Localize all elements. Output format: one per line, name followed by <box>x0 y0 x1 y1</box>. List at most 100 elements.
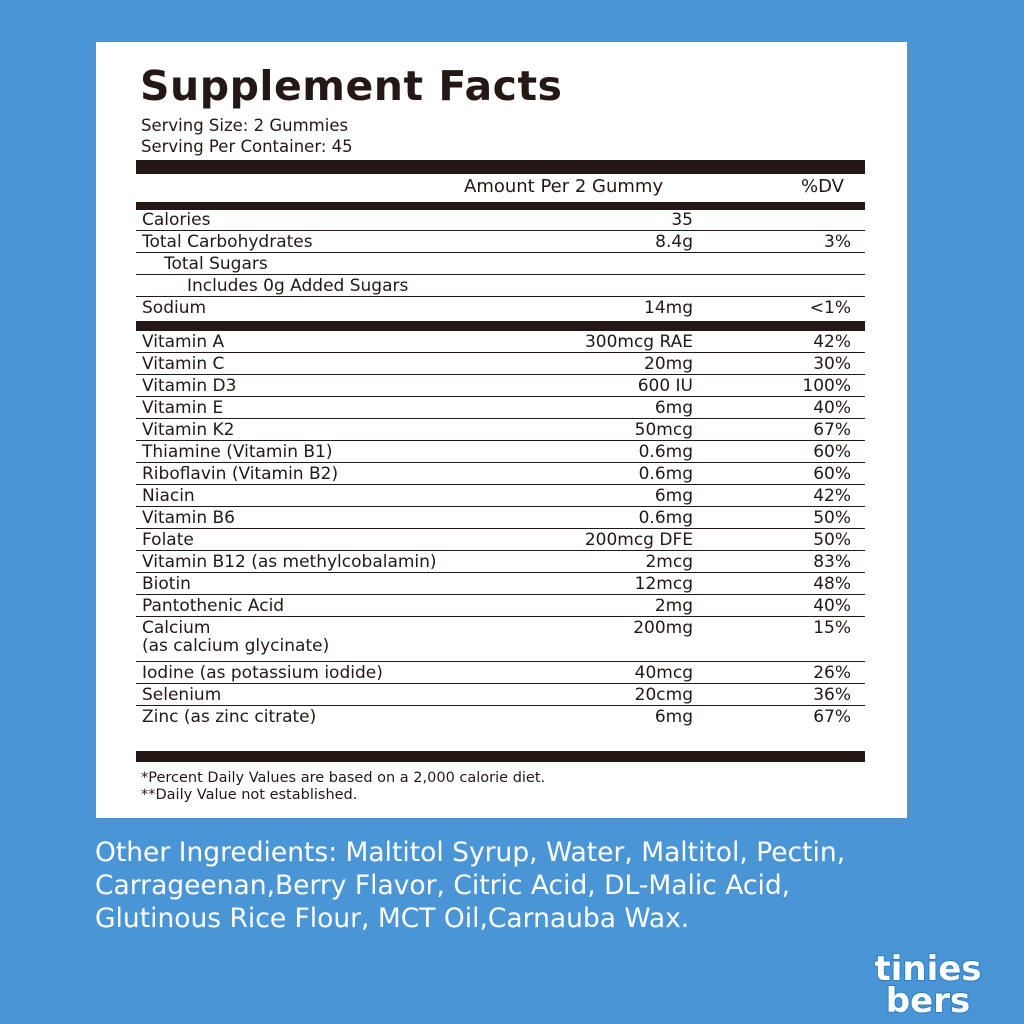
nutrient-row: Folate 200mcg DFE 50% <box>136 529 865 551</box>
nutrient-dv: 83% <box>813 552 851 572</box>
nutrient-name: Iodine (as potassium iodide) <box>142 664 383 682</box>
nutrient-name-text: Vitamin E <box>142 398 224 418</box>
nutrient-amount: 6mg <box>654 486 693 506</box>
logo-text-line1: tinies <box>874 949 981 989</box>
group-divider-bar <box>136 321 865 331</box>
ingredients-line: Other Ingredients: Maltitol Syrup, Water… <box>95 837 846 868</box>
nutrient-amount: 40mcg <box>634 663 693 683</box>
nutrient-dv: 48% <box>813 574 851 594</box>
nutrient-amount: 35 <box>671 210 693 230</box>
nutrient-name-text: Vitamin K2 <box>142 420 235 440</box>
nutrient-row: Thiamine (Vitamin B1) 0.6mg 60% <box>136 441 865 463</box>
nutrient-row: Sodium 14mg <1% <box>136 297 865 319</box>
nutrient-table: Calories 35 Total Carbohydrates 8.4g 3% Total… <box>136 209 865 728</box>
nutrient-dv: 67% <box>813 420 851 440</box>
nutrient-name: Total Carbohydrates <box>142 233 313 251</box>
nutrient-name-text: Total Carbohydrates <box>142 232 313 252</box>
nutrient-amount: 6mg <box>654 398 693 418</box>
nutrient-name-text: Riboflavin (Vitamin B2) <box>142 464 339 484</box>
nutrient-amount: 6mg <box>654 707 693 727</box>
nutrient-dv: <1% <box>809 298 851 318</box>
nutrient-dv: 40% <box>813 596 851 616</box>
ingredients-line: Carrageenan,Berry Flavor, Citric Acid, D… <box>95 870 791 901</box>
nutrient-row: Vitamin B12 (as methylcobalamin) 2mcg 83% <box>136 551 865 573</box>
nutrient-name-text: Includes 0g Added Sugars <box>187 276 409 296</box>
nutrient-name-text: Calories <box>142 210 211 230</box>
nutrient-row: Vitamin E 6mg 40% <box>136 397 865 419</box>
nutrient-name: Includes 0g Added Sugars <box>187 277 408 295</box>
nutrient-name-text: Vitamin D3 <box>142 376 237 396</box>
nutrient-name: Vitamin K2 <box>142 421 235 439</box>
nutrient-amount: 14mg <box>644 298 693 318</box>
nutrient-name: Vitamin A <box>142 333 224 351</box>
other-ingredients: Other Ingredients: Maltitol Syrup, Water… <box>95 836 975 935</box>
nutrient-row: Vitamin K2 50mcg 67% <box>136 419 865 441</box>
nutrient-row: Vitamin C 20mg 30% <box>136 353 865 375</box>
nutrient-row: Calcium (as calcium glycinate) 200mg 15% <box>136 617 865 662</box>
nutrient-name: Selenium <box>142 686 221 704</box>
ingredients-line: Glutinous Rice Flour, MCT Oil,Carnauba W… <box>95 903 690 934</box>
nutrient-amount: 200mg <box>633 618 693 638</box>
nutrient-amount: 50mcg <box>634 420 693 440</box>
panel-title: Supplement Facts <box>140 62 563 110</box>
nutrient-name-text: Vitamin B12 (as methylcobalamin) <box>142 552 437 572</box>
nutrient-row: Pantothenic Acid 2mg 40% <box>136 595 865 617</box>
nutrient-dv: 60% <box>813 464 851 484</box>
supplement-facts-panel: Supplement Facts Serving Size: 2 Gummies… <box>96 42 907 818</box>
nutrient-dv: 67% <box>813 707 851 727</box>
nutrient-dv: 50% <box>813 530 851 550</box>
nutrient-amount: 2mg <box>654 596 693 616</box>
nutrient-name-text: Folate <box>142 530 194 550</box>
nutrient-dv: 40% <box>813 398 851 418</box>
nutrient-name: Vitamin B12 (as methylcobalamin) <box>142 553 437 571</box>
nutrient-dv: 42% <box>813 486 851 506</box>
nutrient-row: Vitamin D3 600 IU 100% <box>136 375 865 397</box>
nutrient-name-text: Biotin <box>142 574 191 594</box>
nutrient-dv: 26% <box>813 663 851 683</box>
nutrient-name: Sodium <box>142 299 206 317</box>
nutrient-name: Vitamin E <box>142 399 223 417</box>
nutrient-amount: 0.6mg <box>638 508 693 528</box>
nutrient-name-text: Niacin <box>142 486 195 506</box>
serving-size: Serving Size: 2 Gummies <box>141 116 349 135</box>
nutrient-name-text: Total Sugars <box>164 254 268 274</box>
nutrient-row: Biotin 12mcg 48% <box>136 573 865 595</box>
nutrient-name-text: Vitamin B6 <box>142 508 236 528</box>
nutrient-dv: 15% <box>813 618 851 638</box>
nutrient-amount: 20mg <box>644 354 693 374</box>
nutrient-dv: 60% <box>813 442 851 462</box>
nutrient-amount: 0.6mg <box>638 464 693 484</box>
footnote-percent-dv: *Percent Daily Values are based on a 2,0… <box>141 770 546 786</box>
nutrient-row: Vitamin B6 0.6mg 50% <box>136 507 865 529</box>
nutrient-row: Riboflavin (Vitamin B2) 0.6mg 60% <box>136 463 865 485</box>
nutrient-row: Total Carbohydrates 8.4g 3% <box>136 231 865 253</box>
nutrient-amount: 20cmg <box>634 685 693 705</box>
nutrient-amount: 12mcg <box>634 574 693 594</box>
nutrient-dv: 50% <box>813 508 851 528</box>
nutrient-name: Folate <box>142 531 194 549</box>
header-dv: %DV <box>801 176 844 197</box>
nutrient-dv: 36% <box>813 685 851 705</box>
logo-text-line2: bers <box>886 981 970 1018</box>
nutrient-name: Vitamin B6 <box>142 509 235 527</box>
nutrient-name-text: Selenium <box>142 685 222 705</box>
brand-logo: tinies bers <box>873 948 982 1018</box>
nutrient-group-macros: Calories 35 Total Carbohydrates 8.4g 3% Total… <box>136 209 865 319</box>
nutrient-name: Calcium (as calcium glycinate) <box>142 619 329 655</box>
nutrient-amount: 8.4g <box>655 232 693 252</box>
nutrient-name: Pantothenic Acid <box>142 597 284 615</box>
nutrient-amount: 0.6mg <box>638 442 693 462</box>
nutrient-name: Niacin <box>142 487 195 505</box>
nutrient-dv: 42% <box>813 332 851 352</box>
header-amount: Amount Per 2 Gummy <box>464 176 664 197</box>
nutrient-name: Total Sugars <box>164 255 268 273</box>
nutrient-name-text: Sodium <box>142 298 207 318</box>
nutrient-row: Selenium 20cmg 36% <box>136 684 865 706</box>
nutrient-name-text: Pantothenic Acid <box>142 596 285 616</box>
nutrient-amount: 600 IU <box>637 376 693 396</box>
nutrient-amount: 300mcg RAE <box>584 332 693 352</box>
nutrient-row: Iodine (as potassium iodide) 40mcg 26% <box>136 662 865 684</box>
nutrient-name: Calories <box>142 211 210 229</box>
nutrient-amount: 200mcg DFE <box>584 530 693 550</box>
footnote-dv-not-established: **Daily Value not established. <box>141 787 358 803</box>
